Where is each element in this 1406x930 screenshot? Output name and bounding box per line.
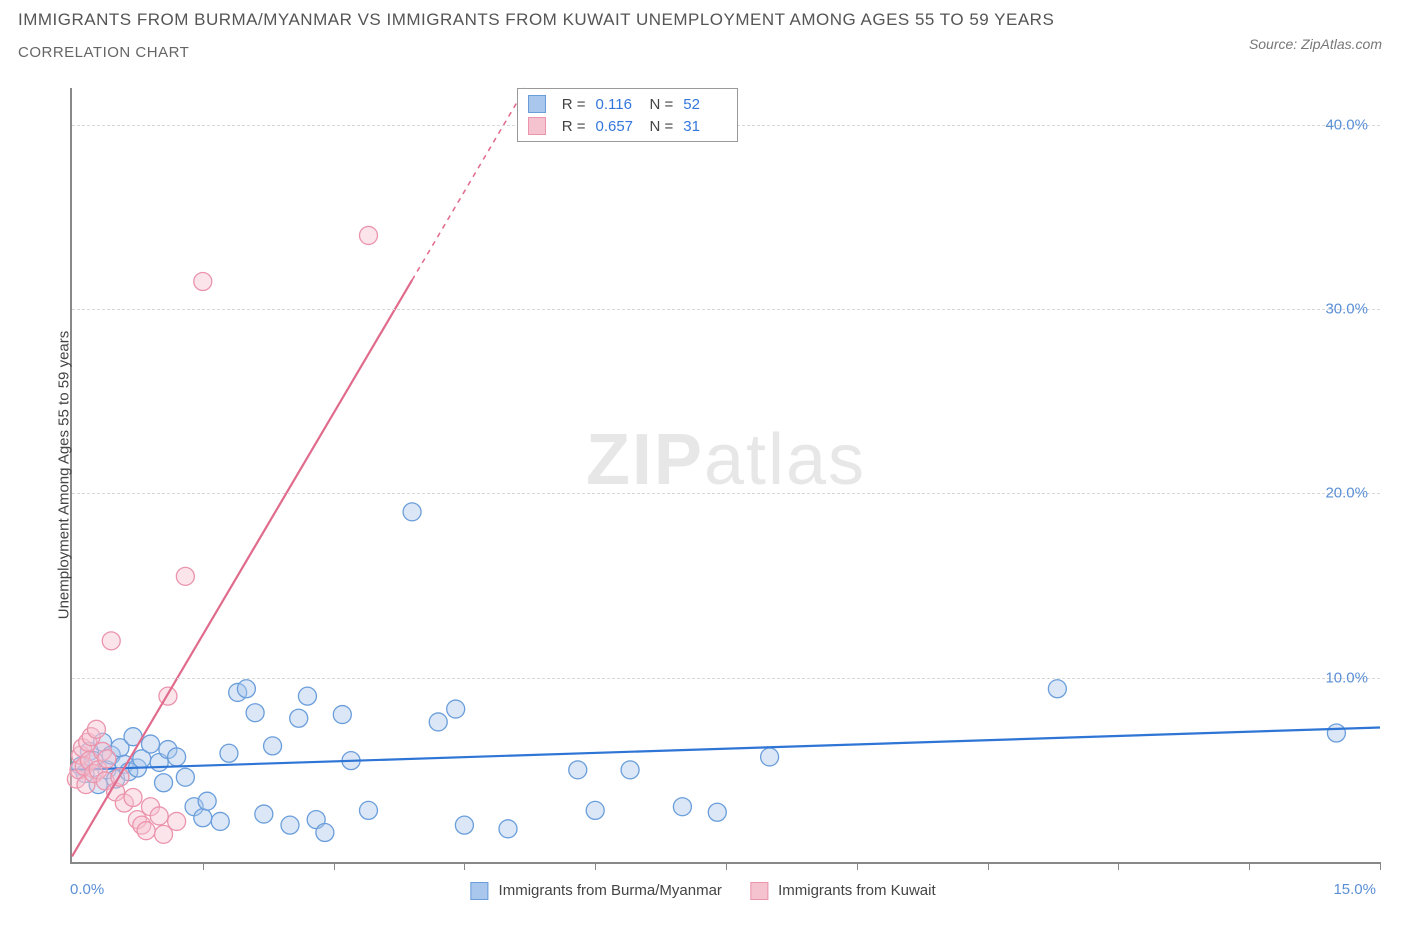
y-tick-label: 10.0% (1325, 669, 1368, 686)
stats-row: R = 0.116 N = 52 (528, 93, 728, 115)
data-point (429, 713, 447, 731)
x-tick (1118, 862, 1119, 870)
bottom-legend: Immigrants from Burma/Myanmar Immigrants… (470, 882, 935, 900)
stats-r-value-1: 0.657 (595, 118, 639, 135)
legend-swatch-blue (470, 882, 488, 900)
data-point (1048, 680, 1066, 698)
data-point (569, 761, 587, 779)
data-point (211, 812, 229, 830)
title-area: IMMIGRANTS FROM BURMA/MYANMAR VS IMMIGRA… (0, 0, 1406, 61)
gridline (72, 309, 1380, 310)
data-point (761, 748, 779, 766)
y-tick-label: 40.0% (1325, 116, 1368, 133)
x-axis-max-label: 15.0% (1333, 881, 1376, 898)
source-attribution: Source: ZipAtlas.com (1249, 36, 1382, 52)
legend-item: Immigrants from Burma/Myanmar (470, 882, 722, 900)
data-point (708, 803, 726, 821)
data-point (124, 789, 142, 807)
y-tick-label: 20.0% (1325, 485, 1368, 502)
data-point (1327, 724, 1345, 742)
data-point (359, 226, 377, 244)
data-point (220, 744, 238, 762)
trend-line (72, 280, 412, 856)
data-point (237, 680, 255, 698)
data-point (194, 273, 212, 291)
x-axis-zero-label: 0.0% (70, 881, 104, 898)
legend-item: Immigrants from Kuwait (750, 882, 936, 900)
data-point (499, 820, 517, 838)
data-point (333, 706, 351, 724)
data-point (455, 816, 473, 834)
chart-container: Unemployment Among Ages 55 to 59 years Z… (18, 82, 1388, 912)
data-point (155, 774, 173, 792)
data-point (168, 812, 186, 830)
stats-n-value-0: 52 (683, 96, 727, 113)
data-point (168, 748, 186, 766)
legend-swatch-pink (750, 882, 768, 900)
data-point (150, 807, 168, 825)
data-point (621, 761, 639, 779)
stats-n-label: N = (649, 96, 673, 113)
data-point (176, 768, 194, 786)
y-tick-label: 30.0% (1325, 301, 1368, 318)
plot-svg (72, 88, 1380, 862)
gridline (72, 678, 1380, 679)
legend-label: Immigrants from Burma/Myanmar (499, 882, 722, 899)
trend-line-dashed (412, 88, 525, 280)
chart-title: IMMIGRANTS FROM BURMA/MYANMAR VS IMMIGRA… (18, 10, 1388, 30)
data-point (316, 824, 334, 842)
chart-subtitle: CORRELATION CHART (18, 44, 1388, 61)
stats-n-value-1: 31 (683, 118, 727, 135)
data-point (255, 805, 273, 823)
x-tick (203, 862, 204, 870)
data-point (87, 720, 105, 738)
data-point (403, 503, 421, 521)
x-tick (334, 862, 335, 870)
stats-r-value-0: 0.116 (595, 96, 639, 113)
data-point (290, 709, 308, 727)
data-point (198, 792, 216, 810)
plot-area: Unemployment Among Ages 55 to 59 years Z… (70, 88, 1380, 864)
data-point (137, 822, 155, 840)
x-tick (857, 862, 858, 870)
data-point (246, 704, 264, 722)
x-tick (464, 862, 465, 870)
data-point (176, 567, 194, 585)
data-point (98, 750, 116, 768)
data-point (673, 798, 691, 816)
stats-swatch-pink (528, 117, 546, 135)
x-tick (988, 862, 989, 870)
y-axis-label: Unemployment Among Ages 55 to 59 years (56, 331, 73, 620)
x-tick (1380, 862, 1381, 870)
data-point (102, 632, 120, 650)
x-tick (1249, 862, 1250, 870)
data-point (194, 809, 212, 827)
stats-n-label: N = (649, 118, 673, 135)
data-point (141, 735, 159, 753)
stats-row: R = 0.657 N = 31 (528, 115, 728, 137)
data-point (359, 801, 377, 819)
data-point (447, 700, 465, 718)
stats-swatch-blue (528, 95, 546, 113)
stats-box: R = 0.116 N = 52 R = 0.657 N = 31 (517, 88, 739, 142)
stats-r-label: R = (562, 96, 586, 113)
gridline (72, 493, 1380, 494)
stats-r-label: R = (562, 118, 586, 135)
x-tick (595, 862, 596, 870)
x-tick (726, 862, 727, 870)
data-point (264, 737, 282, 755)
data-point (281, 816, 299, 834)
legend-label: Immigrants from Kuwait (778, 882, 936, 899)
data-point (586, 801, 604, 819)
data-point (298, 687, 316, 705)
